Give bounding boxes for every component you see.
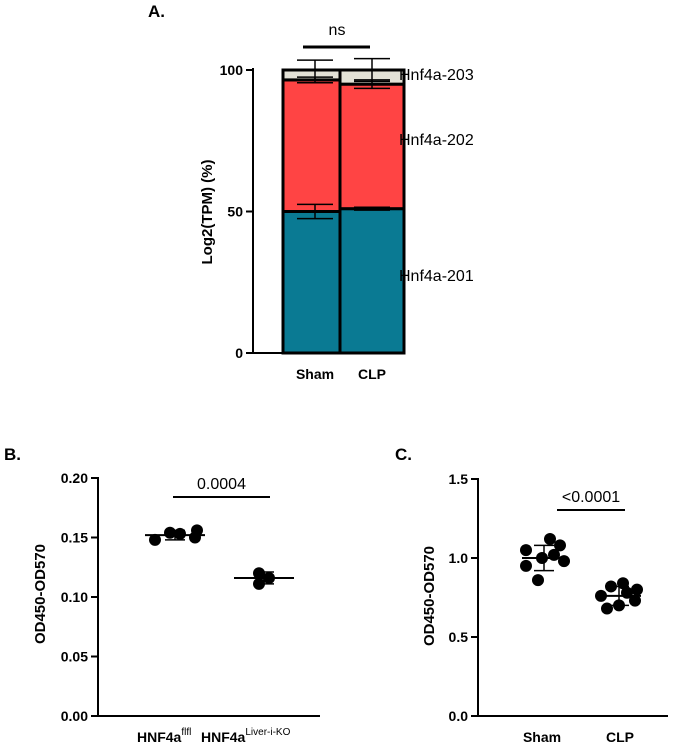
panel-c-letter: C. — [395, 445, 412, 464]
panel-b-point — [191, 524, 203, 537]
panel-c-axes: 0.0 0.5 1.0 1.5 — [449, 471, 668, 724]
panel-c-significance-label: <0.0001 — [562, 489, 620, 506]
panel-a-y-axis-label: Log2(TPM) (%) — [199, 160, 216, 265]
panel-a-y-tick-label: 50 — [227, 204, 243, 220]
panel-b-axes: 0.00 0.05 0.10 0.15 0.20 — [61, 470, 320, 724]
panel-a-bar-segment — [338, 207, 406, 355]
panel-a-significance: ns — [303, 22, 370, 49]
panel-b-y-tick-label: 0.15 — [61, 530, 88, 546]
panel-a-bar-segment — [281, 210, 349, 355]
panel-c: C. OD450-OD570 0.0 0.5 1.0 1.5 <0.0001 Sham… — [395, 445, 668, 745]
panel-a-letter: A. — [148, 2, 165, 21]
panel-b-y-axis-label: OD450-OD570 — [32, 544, 49, 644]
panel-c-point — [544, 533, 556, 546]
panel-c-y-tick-label: 1.5 — [449, 471, 469, 487]
panel-b-significance: 0.0004 — [173, 476, 270, 498]
panel-c-y-tick-label: 0.0 — [449, 708, 469, 724]
panel-b-x-tick-labels: HNF4aflfl HNF4aLiver-i-KO — [137, 727, 291, 745]
panel-b-y-tick-label: 0.05 — [61, 649, 88, 665]
panel-b-points — [145, 524, 294, 590]
panel-a-bars — [281, 68, 406, 355]
panel-c-point — [532, 574, 544, 587]
panel-c-x-tick-label: CLP — [606, 729, 634, 745]
panel-a-axes: 0 50 100 — [220, 62, 396, 361]
panel-b-point — [164, 526, 176, 539]
panel-c-y-tick-label: 0.5 — [449, 629, 469, 645]
panel-a-x-tick-label: CLP — [358, 366, 386, 382]
panel-a-error-bars — [297, 57, 390, 220]
panel-a-significance-label: ns — [329, 22, 346, 39]
panel-c-point — [520, 544, 532, 557]
panel-b-point — [253, 567, 265, 580]
panel-c-point — [558, 555, 570, 568]
panel-c-points — [520, 533, 643, 615]
panel-c-point — [631, 583, 643, 596]
panel-b-point — [149, 533, 161, 546]
panel-a-x-tick-label: Sham — [296, 366, 334, 382]
panel-c-significance: <0.0001 — [557, 489, 625, 511]
panel-a-series-label: Hnf4a-201 — [399, 268, 474, 285]
panel-a-bar-segment — [281, 78, 349, 213]
panel-b-x-tick-superscript: Liver-i-KO — [245, 727, 290, 738]
panel-a-y-tick-label: 100 — [220, 62, 244, 78]
panel-b-letter: B. — [4, 445, 21, 464]
panel-c-y-axis-label: OD450-OD570 — [421, 546, 438, 646]
panel-c-point — [601, 602, 613, 615]
panel-b: B. OD450-OD570 0.00 0.05 0.10 0.15 0.20 0.00… — [4, 445, 320, 745]
panel-b-y-tick-label: 0.20 — [61, 470, 88, 486]
panel-c-point — [629, 594, 641, 607]
panel-c-x-tick-label: Sham — [523, 729, 561, 745]
panel-b-y-tick-label: 0.10 — [61, 589, 88, 605]
panel-b-x-tick-label: HNF4aLiver-i-KO — [201, 727, 291, 745]
panel-c-x-tick-labels: Sham CLP — [523, 729, 634, 745]
panel-a-series-label: Hnf4a-203 — [399, 67, 474, 84]
panel-c-point — [520, 559, 532, 572]
panel-b-x-tick-base: HNF4a — [201, 729, 246, 745]
panel-b-x-tick-base: HNF4a — [137, 729, 182, 745]
panel-a-series-label: Hnf4a-202 — [399, 132, 474, 149]
panel-a-series-labels: Hnf4a-201 Hnf4a-202 Hnf4a-203 — [399, 67, 474, 285]
panel-c-point — [554, 539, 566, 552]
panel-c-y-tick-label: 1.0 — [449, 550, 469, 566]
panel-b-x-tick-superscript: flfl — [181, 727, 191, 738]
panel-b-x-tick-label: HNF4aflfl — [137, 727, 191, 745]
panel-a-y-tick-label: 0 — [235, 345, 243, 361]
panel-a-x-tick-labels: Sham CLP — [296, 366, 386, 382]
panel-b-significance-label: 0.0004 — [197, 476, 246, 493]
panel-b-y-tick-label: 0.00 — [61, 708, 88, 724]
panel-a-bar-segment — [338, 82, 406, 211]
